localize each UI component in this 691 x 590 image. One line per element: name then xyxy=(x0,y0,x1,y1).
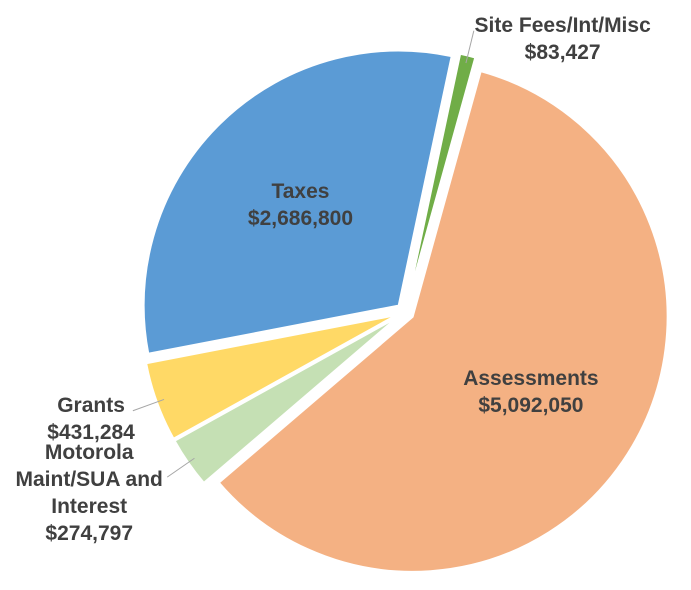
leader-line xyxy=(166,457,195,478)
leader-line xyxy=(132,398,165,412)
slice-name: Assessments xyxy=(463,367,599,391)
slice-label: Grants $431,284 xyxy=(47,392,135,446)
pie-slice xyxy=(142,49,453,355)
slice-value: $274,797 xyxy=(45,522,133,546)
slice-label: Assessments $5,092,050 xyxy=(463,365,598,419)
slice-value: $83,427 xyxy=(524,40,601,64)
pie-slice xyxy=(217,69,669,573)
slice-name: Site Fees/Int/Misc xyxy=(474,13,651,37)
slice-value: $5,092,050 xyxy=(478,394,584,418)
slice-label: Taxes $2,686,800 xyxy=(248,178,353,232)
slice-value: $2,686,800 xyxy=(247,207,354,231)
slice-label: Motorola Maint/SUA and Interest $274,797 xyxy=(9,439,169,547)
slice-name: Taxes xyxy=(271,180,330,204)
slice-name: Grants xyxy=(57,393,125,417)
slice-label: Site Fees/Int/Misc $83,427 xyxy=(475,12,651,66)
slice-name: Motorola Maint/SUA and Interest xyxy=(15,441,163,519)
slice-value: $431,284 xyxy=(47,420,135,444)
leader-line xyxy=(465,30,475,64)
